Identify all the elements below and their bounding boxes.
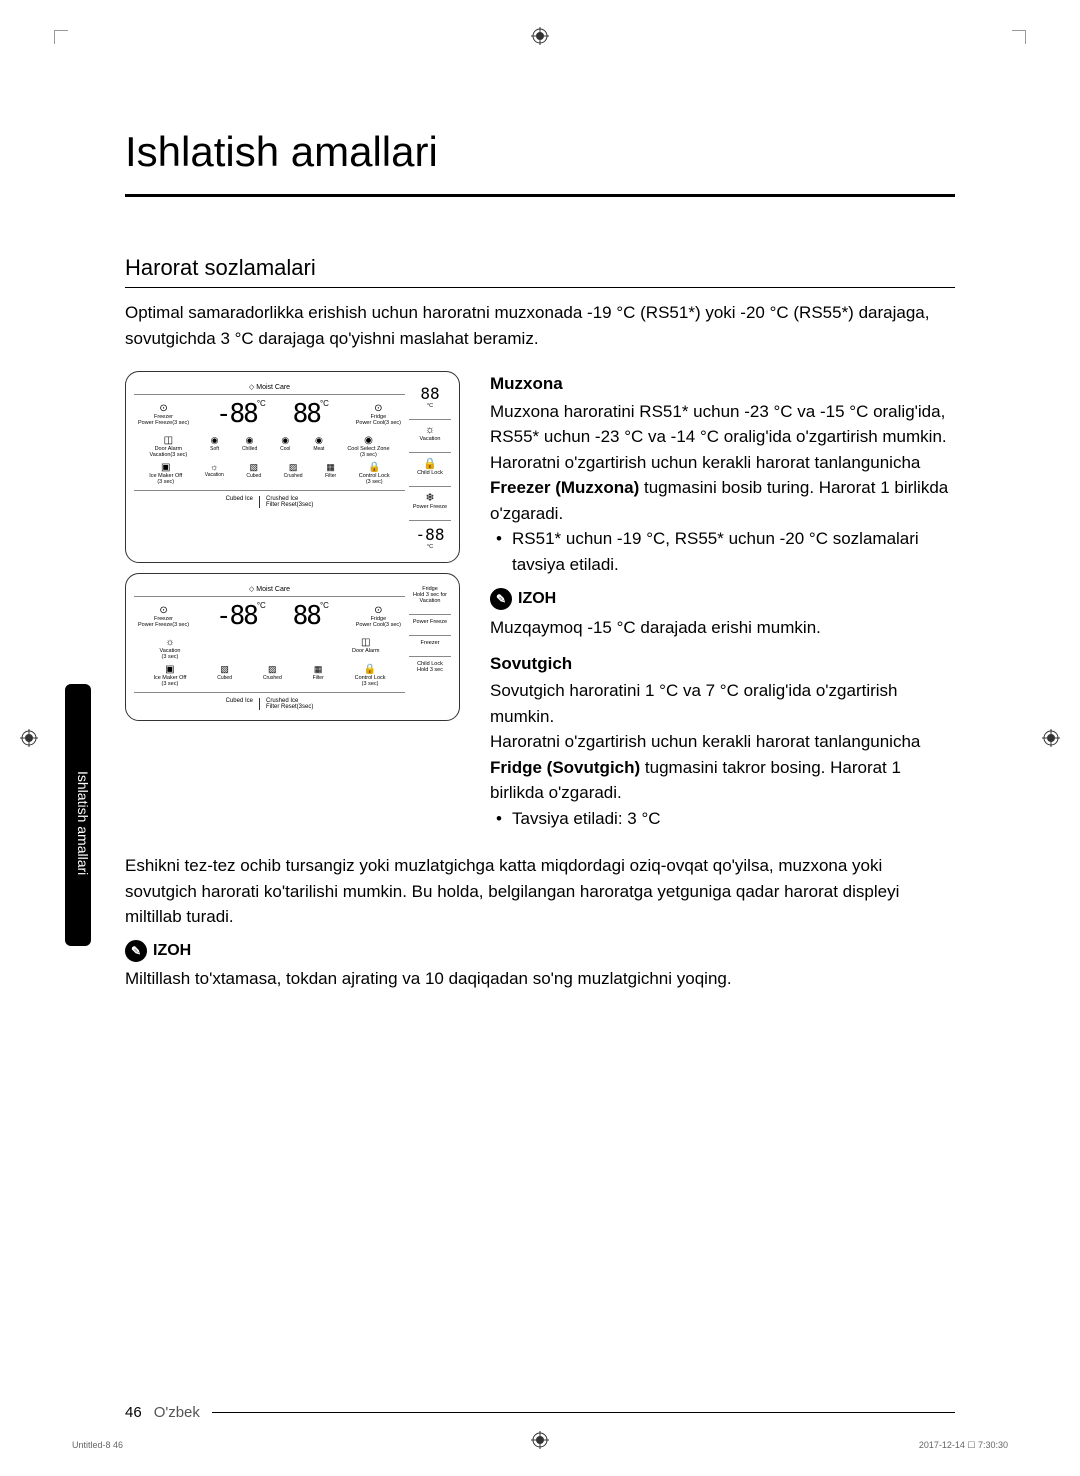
sovutgich-bullet: Tavsiya etiladi: 3 °C: [490, 806, 955, 832]
page-title: Ishlatish amallari: [125, 128, 955, 197]
below-paragraph: Eshikni tez-tez ochib tursangiz yoki muz…: [125, 853, 955, 930]
control-panel-2: ◇ Moist Care ⊙FreezerPower Freeze(3 sec)…: [125, 573, 460, 721]
sovutgich-heading: Sovutgich: [490, 651, 955, 677]
note-icon: ✎: [125, 940, 147, 962]
two-column-layout: ◇ Moist Care ⊙FreezerPower Freeze(3 sec)…: [125, 371, 955, 831]
print-metadata: Untitled-8 46 2017-12-14 ☐ 7:30:30: [72, 1440, 1008, 1451]
note-1-text: Muzqaymoq -15 °C darajada erishi mumkin.: [490, 615, 955, 641]
fridge-sublabel: Power Cool(3 sec): [356, 420, 401, 426]
footer-lang: O'zbek: [154, 1404, 200, 1421]
cubed-ice-label: Cubed Ice: [226, 496, 253, 508]
fridge-digits: 88: [293, 399, 320, 429]
note-icon: ✎: [490, 588, 512, 610]
muzxona-heading: Muzxona: [490, 371, 955, 397]
note-label: IZOH: [153, 942, 191, 960]
footer: 46 O'zbek: [125, 1404, 955, 1421]
meta-left: Untitled-8 46: [72, 1440, 123, 1451]
moist-care-label: ◇ Moist Care: [134, 380, 405, 395]
side-tab: Ishlatish amallari: [65, 684, 91, 946]
page-content: Ishlatish amallari Harorat sozlamalari O…: [125, 128, 955, 991]
note-label: IZOH: [518, 587, 556, 611]
intro-text: Optimal samaradorlikka erishish uchun ha…: [125, 300, 955, 351]
note-2: ✎ IZOH: [125, 940, 955, 962]
moist-care-label: ◇ Moist Care: [134, 582, 405, 597]
note-2-text: Miltillash to'xtamasa, tokdan ajrating v…: [125, 966, 955, 992]
page-number: 46: [125, 1404, 142, 1421]
footer-rule: [212, 1412, 955, 1413]
note-1: ✎ IZOH: [490, 587, 955, 611]
registration-mark: [1042, 729, 1060, 747]
registration-mark: [20, 729, 38, 747]
muzxona-bullet: RS51* uchun -19 °C, RS55* uchun -20 °C s…: [490, 526, 955, 577]
sovutgich-p2: Haroratni o'zgartirish uchun kerakli har…: [490, 729, 955, 806]
muzxona-p1: Muzxona haroratini RS51* uchun -23 °C va…: [490, 399, 955, 450]
muzxona-p2: Haroratni o'zgartirish uchun kerakli har…: [490, 450, 955, 527]
text-column: Muzxona Muzxona haroratini RS51* uchun -…: [490, 371, 955, 831]
freezer-digits: -88: [216, 399, 257, 429]
control-panel-1: ◇ Moist Care ⊙FreezerPower Freeze(3 sec)…: [125, 371, 460, 563]
meta-right: 2017-12-14 ☐ 7:30:30: [919, 1440, 1008, 1451]
registration-mark: [531, 27, 549, 45]
control-panel-diagram-column: ◇ Moist Care ⊙FreezerPower Freeze(3 sec)…: [125, 371, 460, 831]
crop-mark: [1012, 30, 1026, 44]
sovutgich-p1: Sovutgich haroratini 1 °C va 7 °C oralig…: [490, 678, 955, 729]
freezer-sublabel: Power Freeze(3 sec): [138, 420, 189, 426]
section-heading: Harorat sozlamalari: [125, 255, 955, 288]
crop-mark: [54, 30, 68, 44]
